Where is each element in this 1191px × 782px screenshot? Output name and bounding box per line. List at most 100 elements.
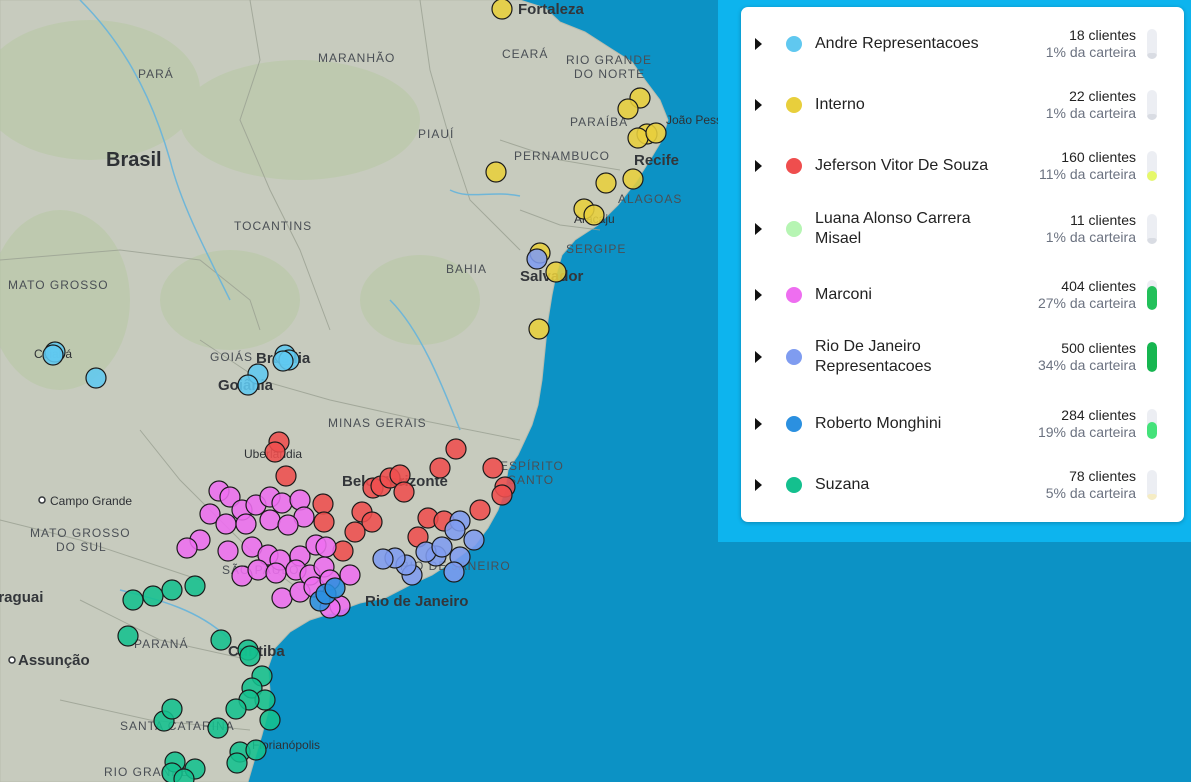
client-marker[interactable] xyxy=(161,579,183,601)
client-marker[interactable] xyxy=(245,739,267,761)
client-marker[interactable] xyxy=(469,499,491,521)
expand-caret-icon[interactable] xyxy=(755,222,762,235)
client-marker[interactable] xyxy=(122,589,144,611)
legend-row[interactable]: Interno 22 clientes 1% da carteira xyxy=(741,74,1184,135)
client-marker[interactable] xyxy=(226,752,248,774)
expand-caret-icon[interactable] xyxy=(755,417,762,430)
client-marker[interactable] xyxy=(645,122,667,144)
label-recife: Recife xyxy=(634,152,679,169)
client-marker[interactable] xyxy=(117,625,139,647)
legend-row[interactable]: Rio De Janeiro Representacoes 500 cliente… xyxy=(741,326,1184,387)
client-marker[interactable] xyxy=(235,513,257,535)
label-paraguai: Paraguai xyxy=(0,589,43,606)
client-marker[interactable] xyxy=(85,367,107,389)
client-marker[interactable] xyxy=(247,559,269,581)
client-marker[interactable] xyxy=(161,698,183,720)
client-marker[interactable] xyxy=(429,457,451,479)
representative-name: Jeferson Vitor De Souza xyxy=(815,156,989,174)
legend-row[interactable]: Andre Representacoes 18 clientes 1% da car… xyxy=(741,13,1184,74)
client-marker[interactable] xyxy=(491,484,513,506)
client-marker[interactable] xyxy=(271,492,293,514)
portfolio-share: 1% da carteira xyxy=(1045,104,1136,121)
client-marker[interactable] xyxy=(210,629,232,651)
expand-caret-icon[interactable] xyxy=(755,159,762,172)
client-marker[interactable] xyxy=(372,548,394,570)
client-marker[interactable] xyxy=(491,0,513,20)
label-rgn: RIO GRANDE xyxy=(566,53,652,67)
client-marker[interactable] xyxy=(617,98,639,120)
client-marker[interactable] xyxy=(482,457,504,479)
share-bar xyxy=(1147,28,1157,59)
label-maranhao: MARANHÃO xyxy=(318,51,395,65)
portfolio-share: 1% da carteira xyxy=(1045,43,1136,60)
legend-row[interactable]: Roberto Monghini 284 clientes 19% da carte… xyxy=(741,393,1184,454)
expand-caret-icon[interactable] xyxy=(755,98,762,111)
representative-name: Andre Representacoes xyxy=(815,34,979,52)
client-marker[interactable] xyxy=(277,514,299,536)
client-marker[interactable] xyxy=(219,486,241,508)
client-marker[interactable] xyxy=(215,513,237,535)
client-marker[interactable] xyxy=(445,438,467,460)
legend-row[interactable]: Suzana 78 clientes 5% da carteira xyxy=(741,454,1184,515)
color-swatch xyxy=(786,157,802,174)
expand-caret-icon[interactable] xyxy=(755,37,762,50)
legend-row[interactable]: Jeferson Vitor De Souza 160 clientes 11% d… xyxy=(741,135,1184,196)
clients-label: 160 clientes xyxy=(1061,148,1136,165)
client-marker[interactable] xyxy=(142,585,164,607)
client-marker[interactable] xyxy=(526,248,548,270)
client-marker[interactable] xyxy=(324,577,346,599)
client-marker[interactable] xyxy=(595,172,617,194)
client-marker[interactable] xyxy=(225,698,247,720)
client-marker[interactable] xyxy=(199,503,221,525)
client-marker[interactable] xyxy=(239,645,261,667)
label-paraiba: PARAÍBA xyxy=(570,114,628,129)
client-marker[interactable] xyxy=(528,318,550,340)
client-marker[interactable] xyxy=(361,511,383,533)
client-marker[interactable] xyxy=(259,509,281,531)
client-marker[interactable] xyxy=(463,529,485,551)
client-marker[interactable] xyxy=(271,587,293,609)
representative-name: Roberto Monghini xyxy=(815,414,942,432)
clients-label: 284 clientes xyxy=(1061,406,1136,423)
client-marker[interactable] xyxy=(344,521,366,543)
share-bar-fill xyxy=(1147,285,1157,310)
client-marker[interactable] xyxy=(315,536,337,558)
client-marker[interactable] xyxy=(259,709,281,731)
client-marker[interactable] xyxy=(444,519,466,541)
client-marker[interactable] xyxy=(237,374,259,396)
client-marker[interactable] xyxy=(443,561,465,583)
expand-caret-icon[interactable] xyxy=(755,288,762,301)
client-marker[interactable] xyxy=(264,441,286,463)
client-marker[interactable] xyxy=(545,261,567,283)
client-marker[interactable] xyxy=(265,562,287,584)
share-bar xyxy=(1147,150,1157,181)
client-marker[interactable] xyxy=(217,540,239,562)
client-marker[interactable] xyxy=(393,481,415,503)
client-marker[interactable] xyxy=(207,717,229,739)
representative-name: Luana Alonso Carrera Misael xyxy=(815,209,971,247)
clients-label: 404 clientes xyxy=(1061,277,1136,294)
client-marker[interactable] xyxy=(184,575,206,597)
client-marker[interactable] xyxy=(176,537,198,559)
expand-caret-icon[interactable] xyxy=(755,350,762,363)
share-bar xyxy=(1147,89,1157,120)
client-marker[interactable] xyxy=(431,536,453,558)
client-marker[interactable] xyxy=(339,564,361,586)
label-floripa: Florianópolis xyxy=(252,738,320,752)
legend-row[interactable]: Luana Alonso Carrera Misael 11 clientes 1%… xyxy=(741,198,1184,259)
client-marker[interactable] xyxy=(313,511,335,533)
client-marker[interactable] xyxy=(485,161,507,183)
client-marker[interactable] xyxy=(627,127,649,149)
client-marker[interactable] xyxy=(312,493,334,515)
client-markers xyxy=(42,0,667,782)
clients-label: 22 clientes xyxy=(1069,87,1136,104)
client-marker[interactable] xyxy=(275,465,297,487)
label-alagoas: ALAGOAS xyxy=(618,192,682,206)
client-marker[interactable] xyxy=(583,204,605,226)
client-marker[interactable] xyxy=(173,768,195,782)
client-marker[interactable] xyxy=(622,168,644,190)
client-marker[interactable] xyxy=(272,350,294,372)
legend-row[interactable]: Marconi 404 clientes 27% da carteira xyxy=(741,264,1184,325)
expand-caret-icon[interactable] xyxy=(755,478,762,491)
client-marker[interactable] xyxy=(42,344,64,366)
